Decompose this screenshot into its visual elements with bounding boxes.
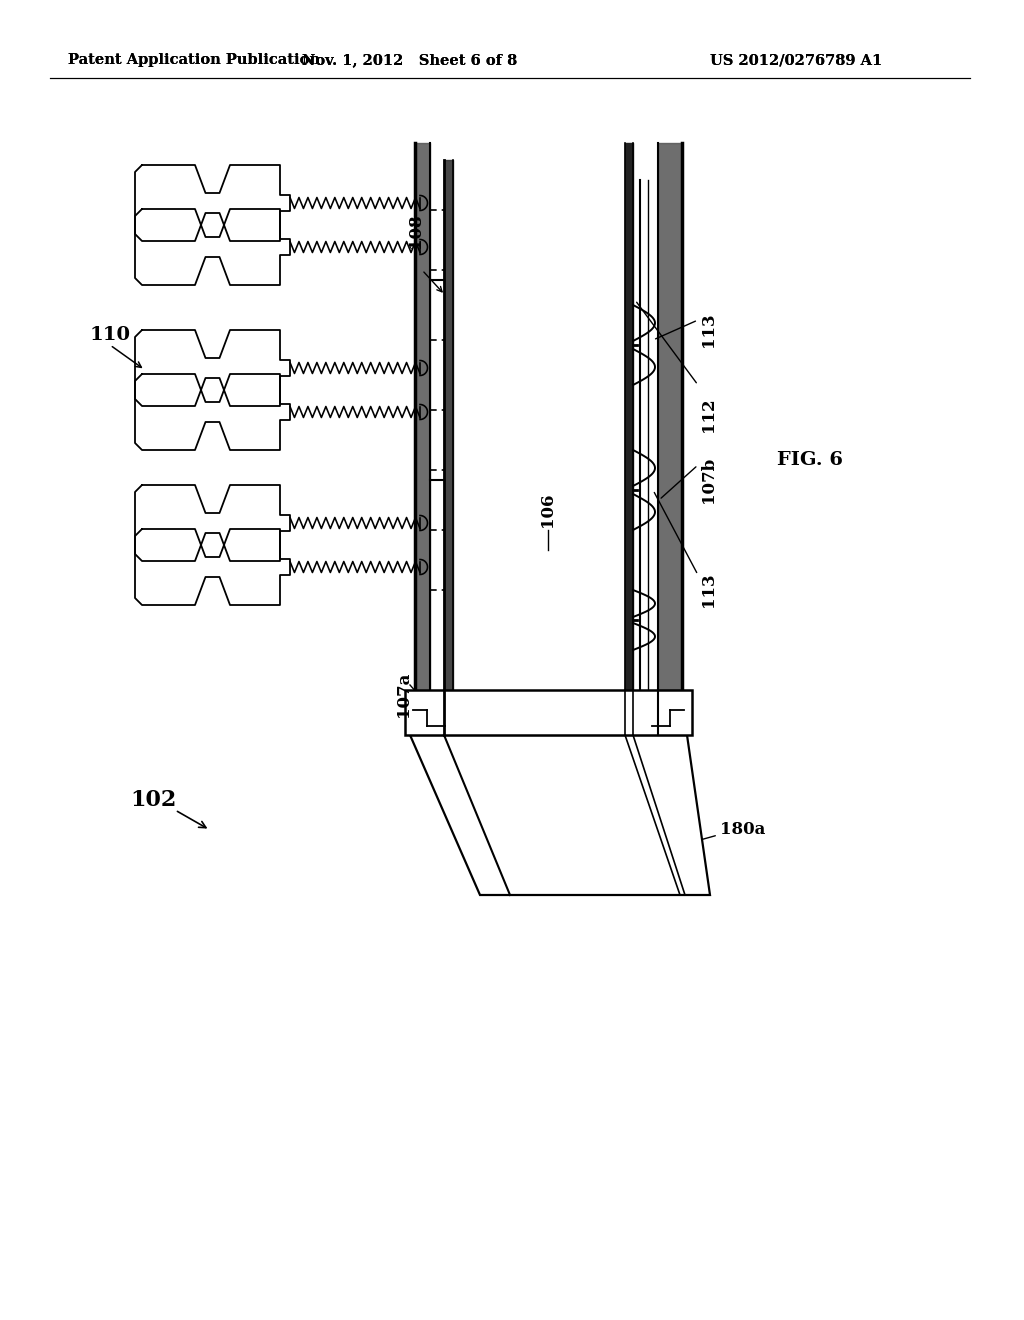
Text: 113: 113 — [700, 573, 717, 607]
Text: 108: 108 — [408, 214, 425, 248]
Text: 112: 112 — [700, 397, 717, 433]
Text: Nov. 1, 2012   Sheet 6 of 8: Nov. 1, 2012 Sheet 6 of 8 — [302, 53, 517, 67]
Text: 107b: 107b — [700, 457, 717, 503]
Text: Nov. 1, 2012   Sheet 6 of 8: Nov. 1, 2012 Sheet 6 of 8 — [302, 53, 517, 67]
Text: 180a: 180a — [720, 821, 765, 838]
Polygon shape — [410, 735, 710, 895]
Text: US 2012/0276789 A1: US 2012/0276789 A1 — [710, 53, 883, 67]
Text: Patent Application Publication: Patent Application Publication — [68, 53, 319, 67]
Text: 110: 110 — [90, 326, 131, 345]
Text: US 2012/0276789 A1: US 2012/0276789 A1 — [710, 53, 883, 67]
Text: 113: 113 — [700, 313, 717, 347]
Bar — [406, 690, 692, 735]
Text: 106: 106 — [540, 492, 556, 527]
Text: 107a: 107a — [394, 672, 412, 717]
Text: 102: 102 — [130, 789, 176, 810]
Text: FIG. 6: FIG. 6 — [777, 451, 843, 469]
Text: Patent Application Publication: Patent Application Publication — [68, 53, 319, 67]
